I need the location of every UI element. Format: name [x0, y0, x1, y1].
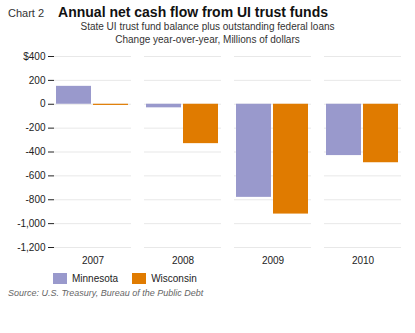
- html-text:Annual net cash flow from UI t: Annual net cash flow from UI trust funds: [58, 4, 328, 20]
- html-text:Wisconsin: Wisconsin: [151, 273, 197, 284]
- svg-text:200: 200: [29, 75, 46, 86]
- svg-text:-1,000: -1,000: [17, 218, 46, 229]
- html-text:Minnesota: Minnesota: [72, 273, 119, 284]
- html-text:State UI trust fund balance pl: State UI trust fund balance plus outstan…: [80, 21, 335, 32]
- svg-text:2010: 2010: [352, 255, 375, 266]
- svg-text:-200: -200: [25, 122, 45, 133]
- svg-text:-1,200: -1,200: [17, 242, 46, 253]
- svg-text:2008: 2008: [172, 255, 195, 266]
- svg-text:-400: -400: [25, 146, 45, 157]
- svg-text:-800: -800: [25, 194, 45, 205]
- svg-text:0: 0: [40, 98, 46, 109]
- svg-text:2007: 2007: [82, 255, 105, 266]
- svg-text:2009: 2009: [262, 255, 285, 266]
- html-text:Change year-over-year, Million: Change year-over-year, Millions of dolla…: [115, 34, 300, 45]
- html-text:Source: U.S. Treasury, Bureau: Source: U.S. Treasury, Bureau of the Pub…: [8, 288, 204, 298]
- html-text:Chart 2: Chart 2: [8, 7, 45, 19]
- svg-text:$400: $400: [23, 51, 46, 62]
- svg-text:-600: -600: [25, 170, 45, 181]
